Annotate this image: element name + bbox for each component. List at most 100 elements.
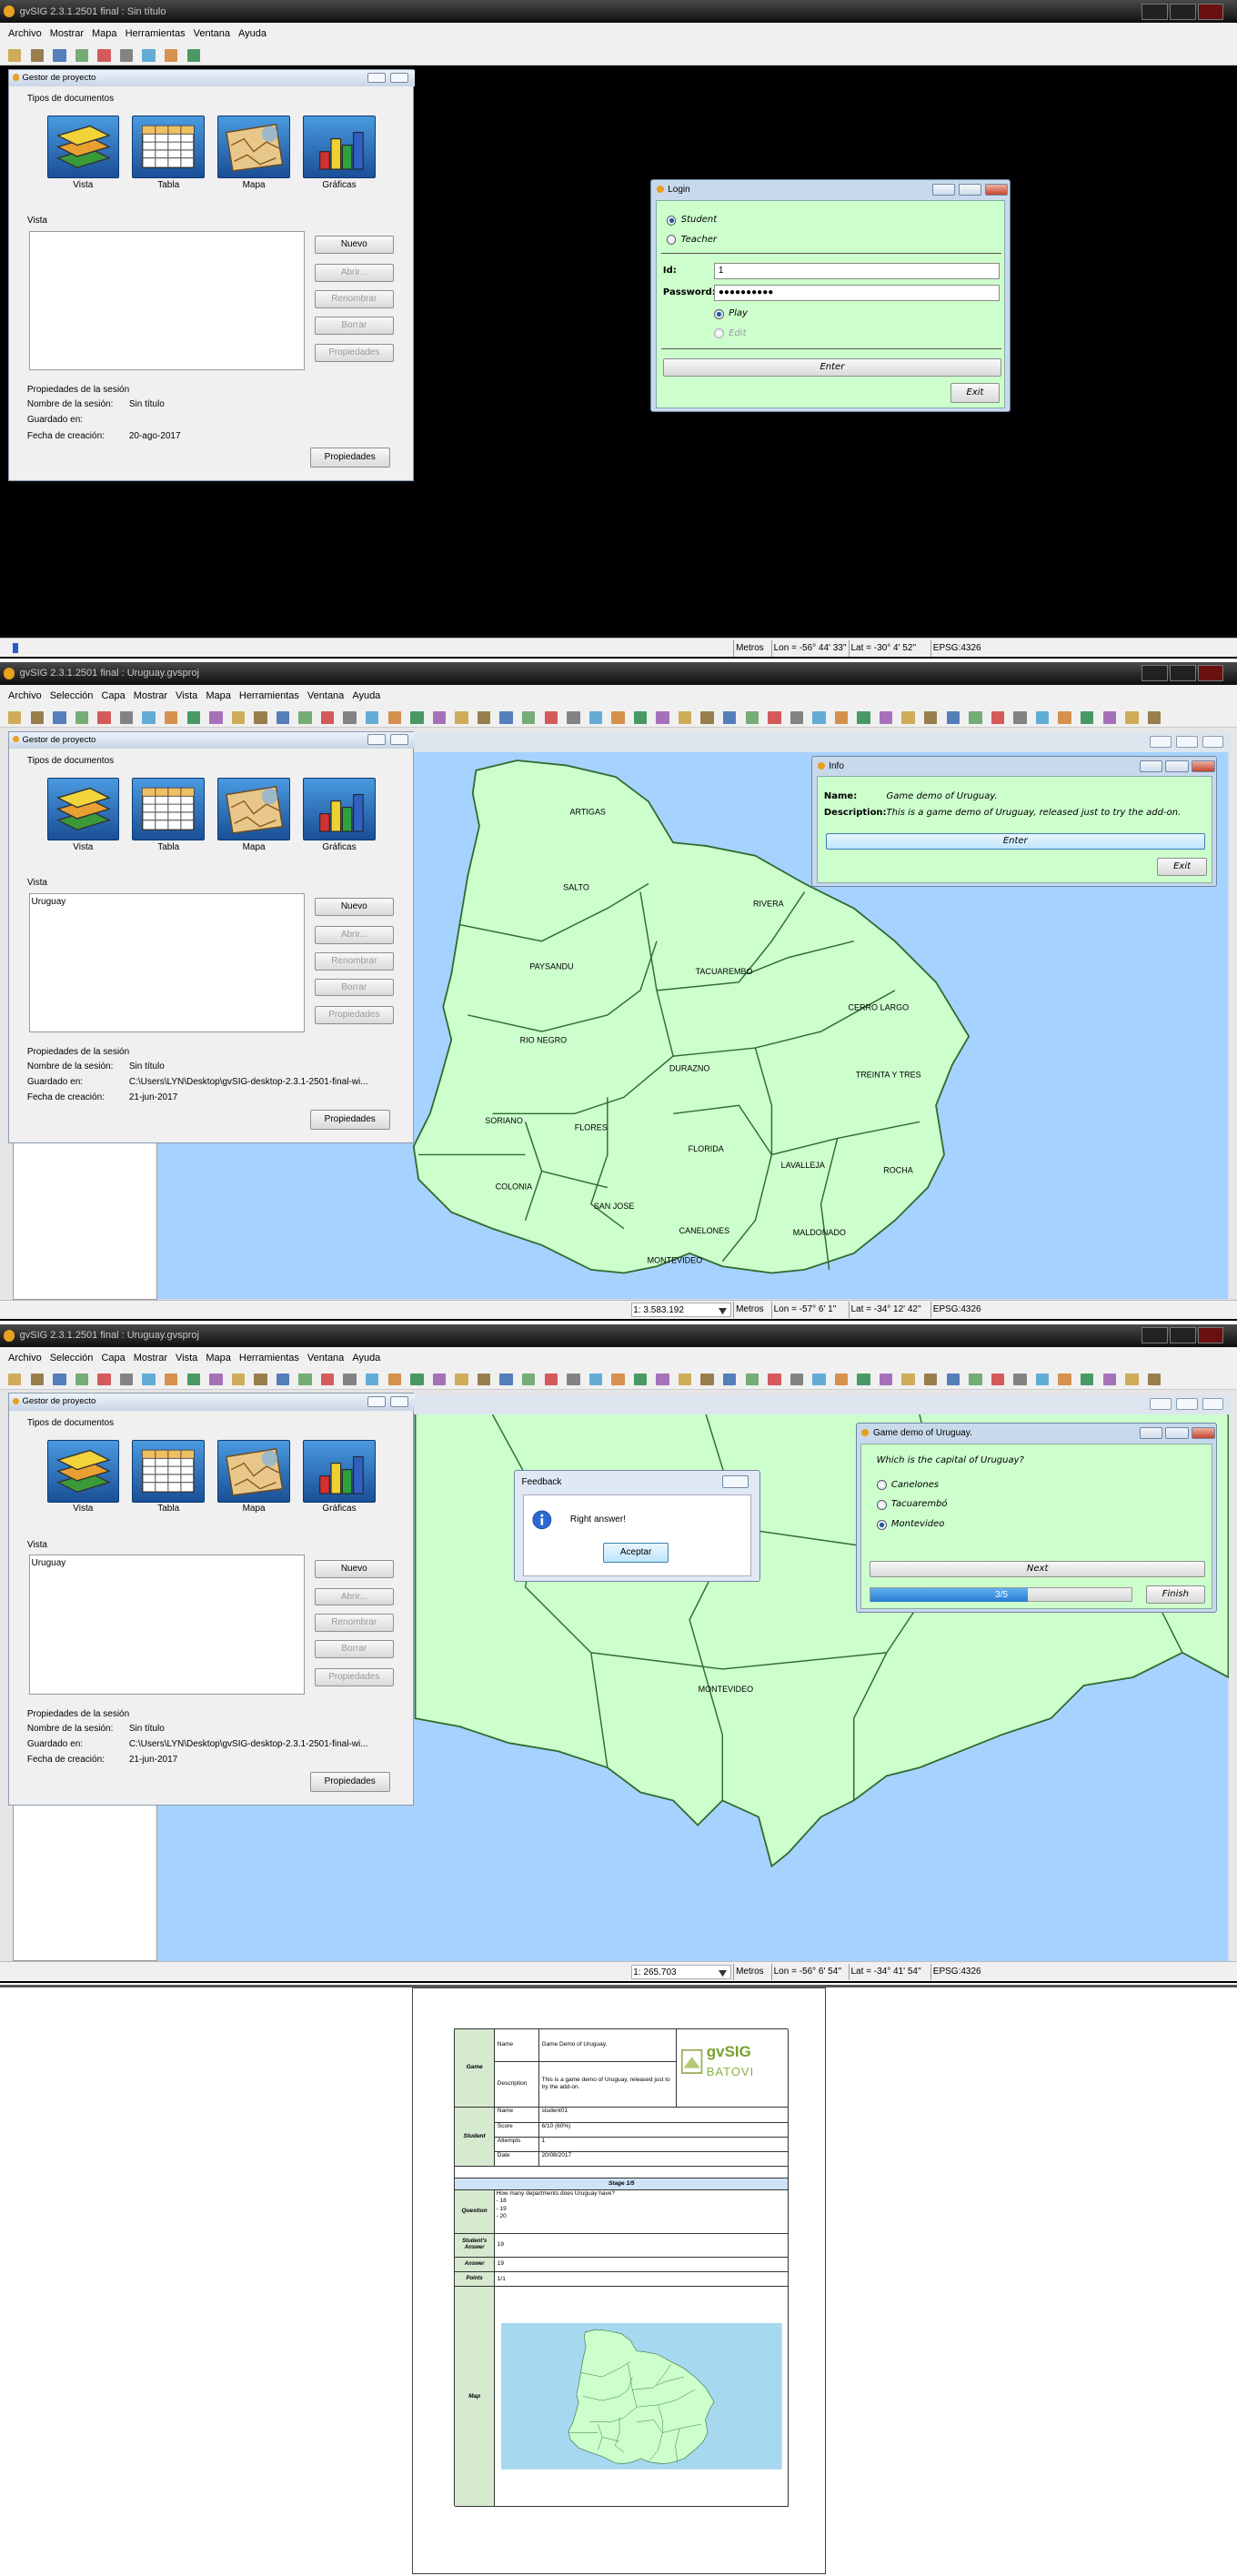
button[interactable]: Enter (825, 832, 1205, 850)
toolbar-button[interactable] (75, 49, 89, 62)
document-type-icon[interactable] (217, 116, 290, 179)
toolbar-button[interactable] (1058, 710, 1071, 724)
toolbar-button[interactable] (678, 710, 692, 724)
window-control[interactable] (1139, 1427, 1162, 1440)
document-type-icon[interactable] (132, 116, 205, 179)
menu-item[interactable]: Archivo (8, 28, 42, 40)
button[interactable]: Propiedades (309, 1110, 390, 1130)
toolbar-button[interactable] (946, 1373, 960, 1386)
document-item[interactable]: Uruguay (31, 896, 66, 907)
toolbar-button[interactable] (588, 1373, 603, 1386)
document-type-icon[interactable] (303, 778, 376, 840)
button[interactable]: Propiedades (309, 1771, 390, 1792)
toolbar-button[interactable] (30, 710, 45, 724)
toolbar-button[interactable] (30, 1373, 45, 1386)
toolbar-button[interactable] (924, 1373, 938, 1386)
window-control[interactable] (1176, 736, 1198, 748)
radio-button[interactable] (876, 1519, 887, 1530)
document-type-icon[interactable] (217, 778, 290, 840)
document-type-icon[interactable] (303, 1440, 376, 1503)
toolbar-button[interactable] (1080, 1373, 1094, 1386)
toolbar-button[interactable] (53, 710, 66, 724)
toolbar-button[interactable] (366, 1373, 379, 1386)
toolbar-button[interactable] (700, 710, 714, 724)
toolbar-button[interactable] (186, 1373, 200, 1386)
window-control[interactable] (1169, 665, 1196, 682)
toolbar-button[interactable] (588, 710, 603, 724)
radio-button[interactable] (876, 1500, 887, 1510)
toolbar-button[interactable] (1147, 710, 1162, 724)
toolbar-button[interactable] (186, 49, 200, 62)
toolbar-button[interactable] (1013, 1373, 1027, 1386)
button[interactable]: Renombrar (314, 1614, 394, 1633)
menu-item[interactable]: Ventana (307, 1352, 345, 1363)
toolbar-button[interactable] (812, 1373, 826, 1386)
window-control[interactable] (1165, 760, 1189, 772)
panel-control[interactable] (367, 1396, 386, 1407)
panel-control[interactable] (390, 1396, 408, 1407)
window-control[interactable] (1139, 760, 1162, 772)
toolbar-button[interactable] (745, 1373, 759, 1386)
toolbar-button[interactable] (186, 710, 200, 724)
document-type-icon[interactable] (46, 1440, 119, 1503)
button[interactable]: Abrir... (314, 263, 394, 282)
toolbar-button[interactable] (53, 49, 66, 62)
menu-item[interactable]: Ayuda (352, 1352, 381, 1363)
button[interactable]: Renombrar (314, 951, 394, 971)
button[interactable]: Propiedades (314, 344, 394, 363)
button[interactable]: Borrar (314, 978, 394, 997)
panel-control[interactable] (367, 734, 386, 746)
button[interactable]: Exit (950, 382, 1001, 403)
window-control[interactable] (1150, 1397, 1172, 1410)
toolbar-button[interactable] (209, 1373, 223, 1386)
toolbar-button[interactable] (991, 710, 1005, 724)
menu-item[interactable]: Mapa (206, 689, 231, 701)
toolbar-button[interactable] (1035, 1373, 1050, 1386)
toolbar-button[interactable] (745, 710, 759, 724)
button[interactable]: Abrir... (314, 1587, 394, 1606)
toolbar-button[interactable] (991, 1373, 1005, 1386)
toolbar-button[interactable] (142, 1373, 156, 1386)
window-control[interactable] (1165, 1427, 1189, 1440)
window-control[interactable] (1192, 760, 1215, 772)
toolbar-button[interactable] (1013, 710, 1027, 724)
toolbar-button[interactable] (209, 710, 223, 724)
toolbar-button[interactable] (611, 1373, 625, 1386)
menu-item[interactable]: Ayuda (352, 689, 381, 701)
toolbar-button[interactable] (567, 710, 580, 724)
button[interactable]: Nuevo (314, 1559, 394, 1578)
toolbar-button[interactable] (812, 710, 826, 724)
radio-button[interactable] (876, 1480, 887, 1491)
toolbar-button[interactable] (789, 710, 804, 724)
toolbar-button[interactable] (254, 710, 267, 724)
toolbar-button[interactable] (477, 710, 491, 724)
toolbar-button[interactable] (119, 1373, 134, 1386)
window-control[interactable] (1141, 665, 1169, 682)
radio-button[interactable] (666, 235, 677, 246)
menu-item[interactable]: Selección (49, 1352, 94, 1363)
toolbar-button[interactable] (410, 710, 424, 724)
toolbar-button[interactable] (164, 49, 178, 62)
toolbar-button[interactable] (75, 1373, 89, 1386)
button[interactable]: Abrir... (314, 925, 394, 944)
panel-control[interactable] (390, 734, 408, 746)
toolbar-button[interactable] (8, 1373, 22, 1386)
menu-item[interactable]: Vista (176, 689, 198, 701)
menu-item[interactable]: Archivo (8, 689, 42, 701)
toolbar-button[interactable] (231, 710, 246, 724)
document-type-icon[interactable] (303, 116, 376, 179)
window-control[interactable] (1197, 1327, 1224, 1344)
radio-button[interactable] (666, 215, 677, 226)
toolbar-button[interactable] (857, 710, 870, 724)
toolbar-button[interactable] (164, 1373, 178, 1386)
menu-item[interactable]: Ayuda (238, 28, 267, 40)
toolbar-button[interactable] (544, 710, 558, 724)
button[interactable]: Next (870, 1560, 1205, 1577)
toolbar-button[interactable] (231, 1373, 246, 1386)
window-control[interactable] (1197, 665, 1224, 682)
toolbar-button[interactable] (366, 710, 379, 724)
menu-item[interactable]: Vista (176, 1352, 198, 1363)
toolbar-button[interactable] (789, 1373, 804, 1386)
toolbar-button[interactable] (499, 1373, 513, 1386)
toolbar-button[interactable] (8, 49, 22, 62)
